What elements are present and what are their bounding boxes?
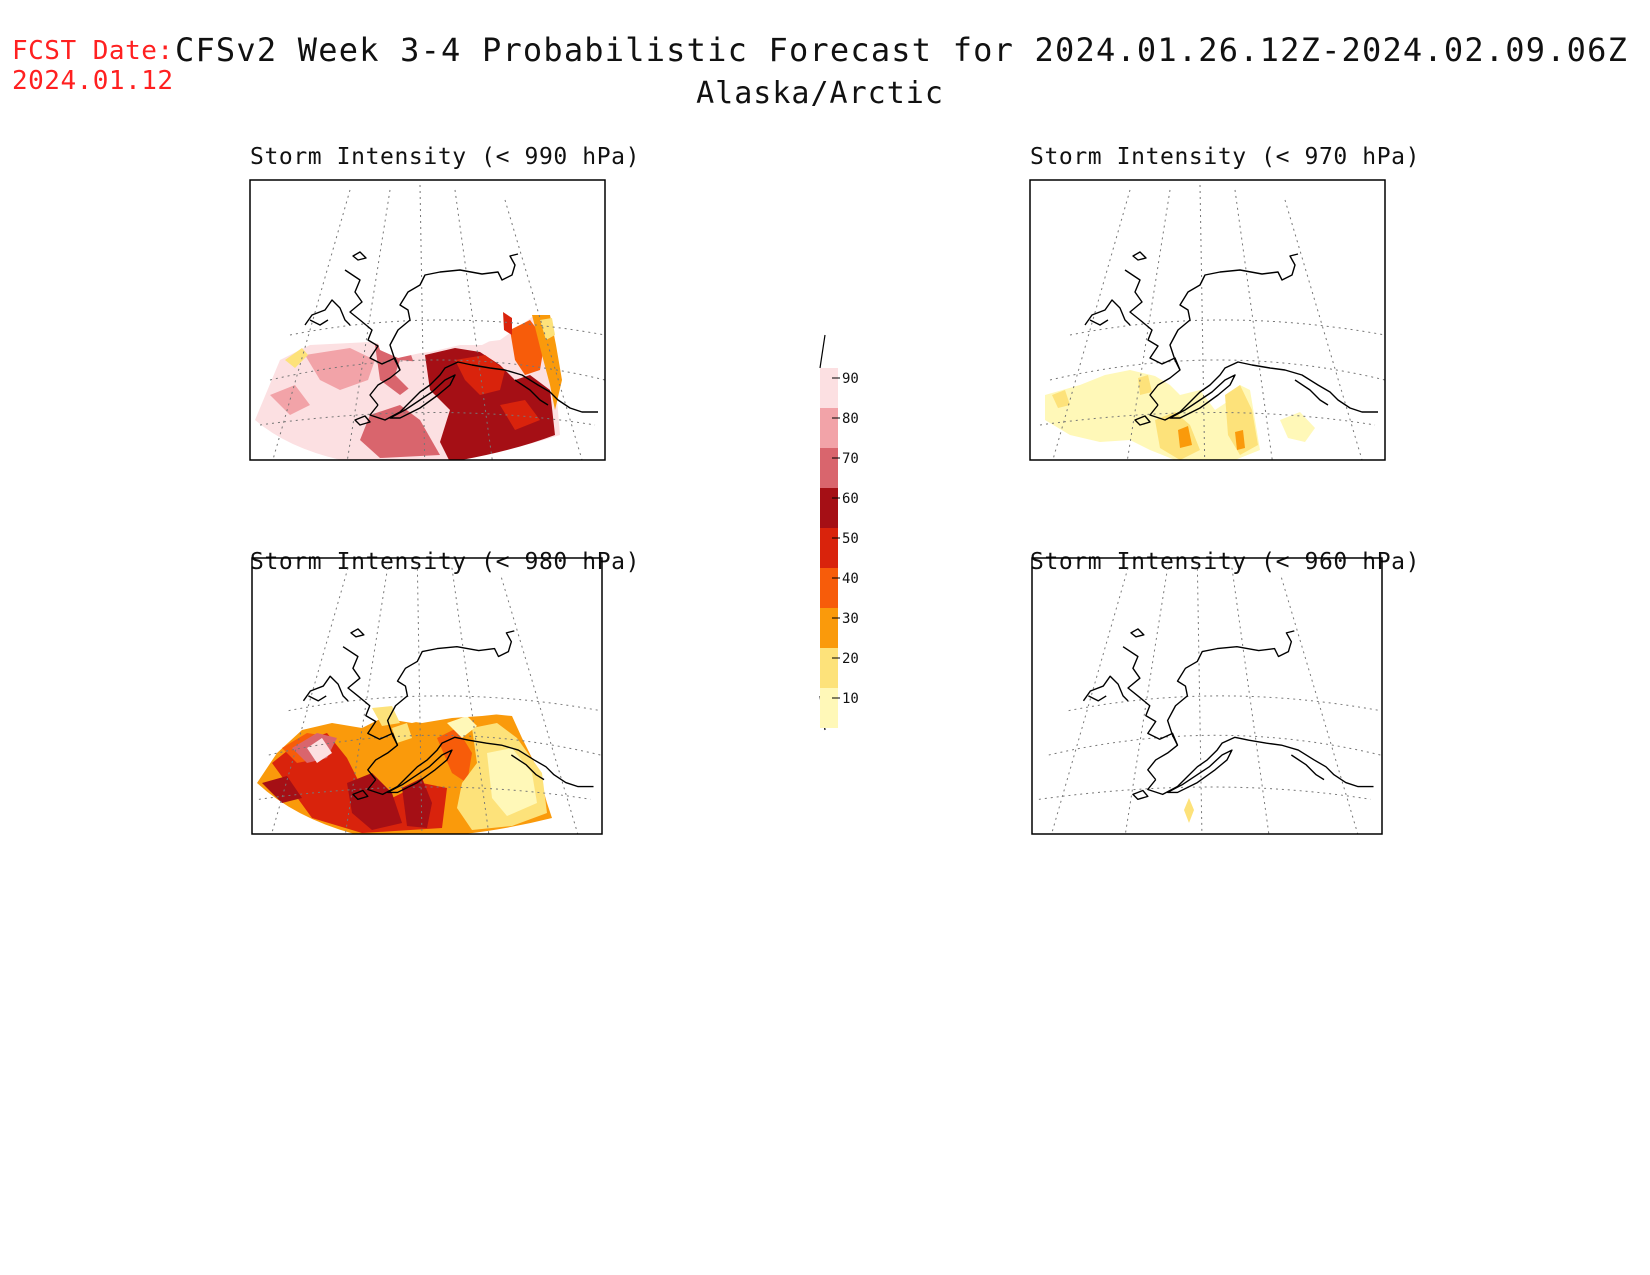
colorbar-swatch	[820, 448, 838, 488]
fcst-date-value: 2024.01.12	[12, 66, 174, 96]
map-panel-970	[1029, 179, 1386, 461]
colorbar-tick-label: 70	[842, 451, 859, 467]
colorbar-swatch	[820, 648, 838, 688]
colorbar-swatch	[820, 608, 838, 648]
panel-title-970: Storm Intensity (< 970 hPa)	[1030, 144, 1421, 170]
map-panel-960	[1031, 557, 1383, 835]
region-subtitle: Alaska/Arctic	[696, 76, 944, 111]
colorbar-swatch	[820, 368, 838, 408]
colorbar-tick-label: 30	[842, 611, 859, 627]
colorbar-swatch	[820, 688, 838, 728]
colorbar-swatch	[820, 528, 838, 568]
fcst-date-label: FCST Date:	[12, 36, 174, 66]
colorbar-tick-label: 80	[842, 411, 859, 427]
colorbar-tick-label: 40	[842, 571, 859, 587]
main-title: CFSv2 Week 3-4 Probabilistic Forecast fo…	[175, 31, 1629, 69]
colorbar: 90 80 70 60 50 40 30 20 10	[819, 334, 859, 731]
map-panel-980	[251, 557, 603, 835]
panel-title-960: Storm Intensity (< 960 hPa)	[1030, 549, 1421, 575]
colorbar-tick-label: 20	[842, 651, 859, 667]
colorbar-tick-label: 50	[842, 531, 859, 547]
panel-title-980: Storm Intensity (< 980 hPa)	[250, 549, 641, 575]
map-panel-990	[249, 179, 606, 461]
colorbar-swatch	[820, 568, 838, 608]
colorbar-tick-label: 10	[842, 691, 859, 707]
colorbar-tick-label: 60	[842, 491, 859, 507]
panel-title-990: Storm Intensity (< 990 hPa)	[250, 144, 641, 170]
colorbar-swatch	[820, 408, 838, 448]
colorbar-swatch	[820, 488, 838, 528]
colorbar-tick-label: 90	[842, 371, 859, 387]
